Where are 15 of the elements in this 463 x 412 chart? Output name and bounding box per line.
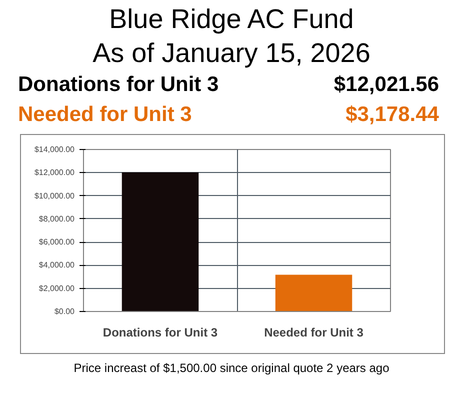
- chart-title: Blue Ridge AC Fund: [108, 3, 355, 36]
- y-tick-label: $0.00: [54, 307, 76, 316]
- y-tick-label: $8,000.00: [38, 214, 76, 224]
- y-tick-label: $6,000.00: [38, 238, 76, 247]
- y-tick-label: $14,000.00: [34, 145, 76, 154]
- text: $3,178.44: [346, 102, 439, 128]
- y-tick-label: $4,000.00: [38, 260, 76, 270]
- y-tick-label: $10,000.00: [34, 191, 76, 200]
- text: Needed for Unit 3: [18, 102, 192, 128]
- text: $12,021.56: [334, 72, 439, 98]
- text: Price increast of $1,500.00 since original quote 2 years ago: [72, 360, 390, 377]
- y-tick-label: $2,000.00: [38, 284, 76, 293]
- y-tick-label: $12,000.00: [34, 168, 76, 178]
- chart-subtitle: As of January 15, 2026: [92, 37, 372, 70]
- text: Donations for Unit 3: [18, 72, 219, 98]
